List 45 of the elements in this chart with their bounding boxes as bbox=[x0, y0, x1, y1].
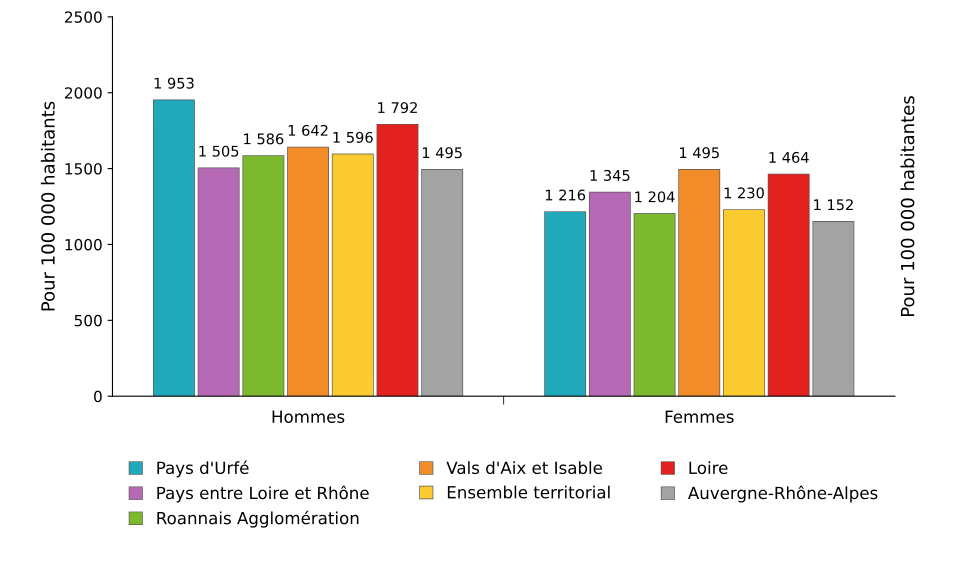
data-label: 1 586 bbox=[244, 133, 284, 144]
y-axis-title: Pour 100 000 habitants bbox=[40, 102, 55, 310]
bar bbox=[723, 209, 765, 396]
data-label: 1 642 bbox=[288, 124, 328, 136]
bar bbox=[242, 155, 284, 396]
legend-label: Ensemble territorial bbox=[448, 486, 610, 499]
data-label: 1 230 bbox=[724, 187, 764, 198]
data-label: 1 216 bbox=[546, 190, 586, 201]
data-label: 1 596 bbox=[334, 132, 373, 143]
legend-label: Pays d'Urfé bbox=[157, 460, 249, 478]
bar bbox=[588, 192, 631, 396]
y-tick-label: 1500 bbox=[66, 163, 102, 175]
data-label: 1 204 bbox=[635, 191, 675, 202]
data-label: 1 505 bbox=[199, 146, 238, 157]
legend-label: Vals d'Aix et Isable bbox=[446, 461, 602, 474]
data-label: 1 953 bbox=[154, 78, 194, 89]
y-tick-label: 1000 bbox=[66, 238, 102, 250]
y-tick-label: 2000 bbox=[64, 87, 102, 99]
legend-label: Auvergne-Rhône-Alpes bbox=[688, 486, 878, 502]
x-tick-label: Hommes bbox=[272, 410, 344, 423]
data-label: 1 152 bbox=[814, 199, 853, 210]
bar bbox=[198, 167, 240, 396]
y-tick-label: 500 bbox=[74, 314, 102, 326]
data-label: 1 495 bbox=[422, 147, 462, 158]
bar bbox=[421, 169, 464, 396]
y-tick-label: 2500 bbox=[64, 11, 102, 23]
bar bbox=[812, 221, 854, 396]
bar bbox=[287, 146, 329, 396]
bar bbox=[678, 169, 720, 396]
bar bbox=[376, 124, 418, 396]
bar bbox=[153, 100, 195, 396]
bar bbox=[634, 213, 676, 396]
legend-label: Pays entre Loire et Rhône bbox=[157, 486, 369, 502]
data-label: 1 345 bbox=[590, 170, 630, 181]
bar bbox=[544, 211, 586, 396]
legend-label: Loire bbox=[689, 461, 728, 474]
x-tick-label: Femmes bbox=[666, 410, 734, 423]
data-label: 1 464 bbox=[769, 152, 809, 163]
legend-label: Roannais Agglomération bbox=[157, 510, 358, 528]
y2-axis-title: Pour 100 000 habitantes bbox=[900, 96, 914, 316]
data-label: 1 792 bbox=[378, 102, 417, 114]
data-label: 1 495 bbox=[680, 147, 719, 158]
bar bbox=[332, 154, 374, 396]
bar bbox=[768, 174, 810, 396]
y-tick-label: 0 bbox=[94, 390, 102, 402]
